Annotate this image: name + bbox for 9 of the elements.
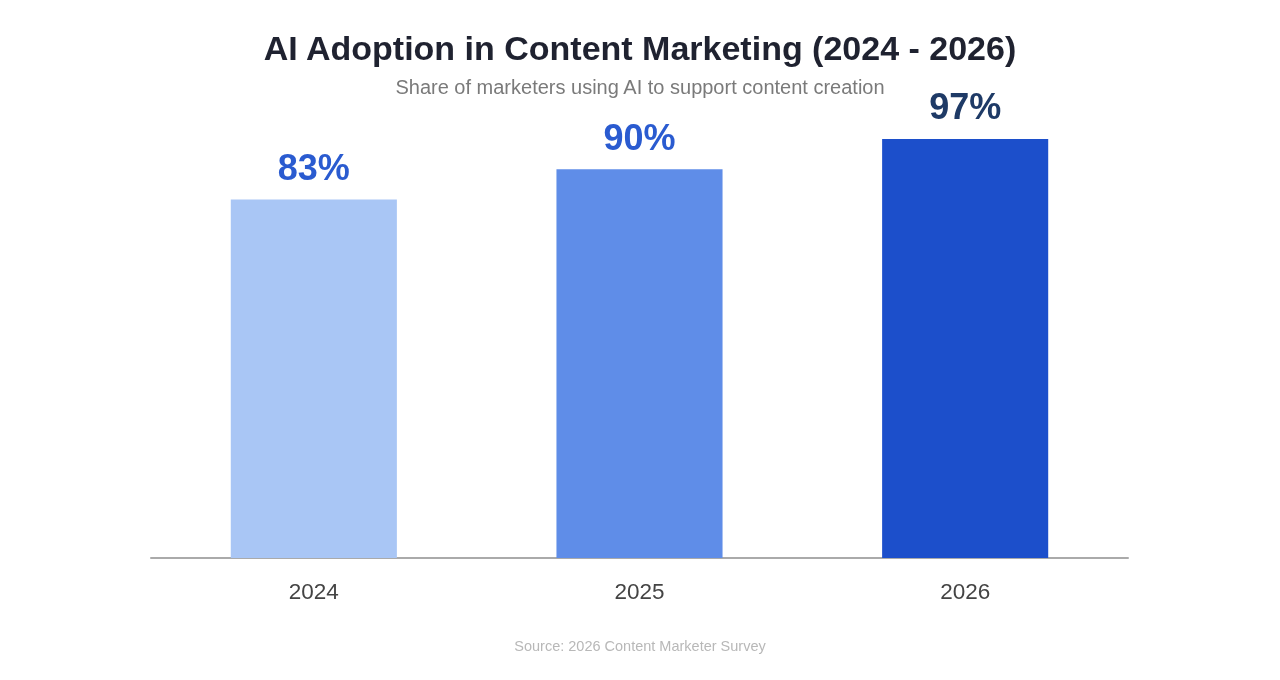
data-label: 90% — [603, 116, 676, 158]
chart-subtitle: Share of marketers using AI to support content creation — [395, 76, 885, 98]
data-label: 97% — [929, 86, 1002, 128]
x-tick-label: 2026 — [940, 579, 991, 604]
data-label: 83% — [277, 146, 350, 188]
x-tick-label: 2025 — [614, 579, 665, 604]
chart-title: AI Adoption in Content Marketing (2024 - 2026) — [263, 29, 1017, 67]
x-tick-label: 2024 — [288, 579, 339, 604]
source-note: Source: 2026 Content Marketer Survey — [514, 637, 767, 654]
